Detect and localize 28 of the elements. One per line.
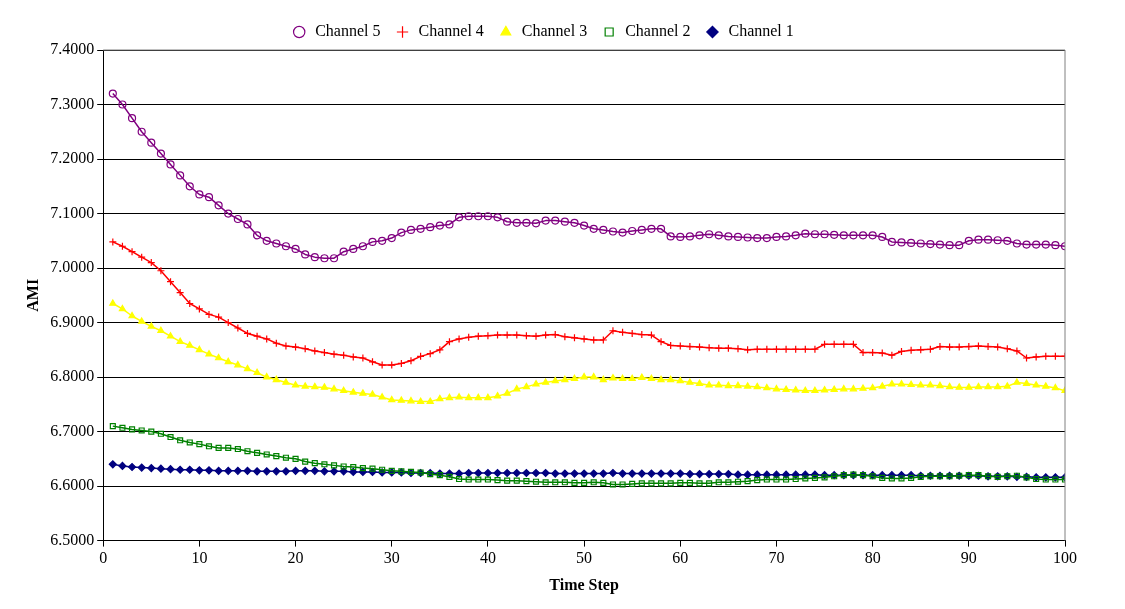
y-tick-label: 6.6000 [50,476,95,494]
legend-label: Channel 1 [728,22,794,40]
x-tick-label: 40 [479,549,496,567]
y-tick-label: 6.7000 [50,421,95,439]
legend-label: Channel 3 [521,22,588,40]
y-tick-label: 6.5000 [50,530,95,548]
y-tick-label: 6.8000 [50,367,95,385]
x-tick-label: 10 [191,549,208,567]
legend-label: Channel 5 [315,22,381,40]
y-tick-label: 7.2000 [50,149,95,167]
y-tick-label: 7.0000 [50,258,95,276]
x-tick-label: 100 [1053,549,1077,567]
legend-label: Channel 4 [418,22,484,40]
y-tick-label: 7.1000 [50,203,95,221]
x-tick-label: 0 [99,549,108,567]
x-tick-label: 70 [768,549,785,567]
y-tick-label: 6.9000 [50,312,95,330]
x-tick-label: 80 [864,549,881,567]
x-axis-title: Time Step [549,575,619,594]
x-tick-label: 90 [960,549,977,567]
y-tick-label: 7.4000 [50,40,95,58]
x-tick-label: 30 [383,549,400,567]
y-axis-title: AMI [23,278,41,312]
x-tick-label: 50 [576,549,593,567]
legend-label: Channel 2 [625,22,691,40]
y-tick-label: 7.3000 [50,94,95,112]
x-tick-label: 60 [672,549,689,567]
x-tick-label: 20 [287,549,304,567]
